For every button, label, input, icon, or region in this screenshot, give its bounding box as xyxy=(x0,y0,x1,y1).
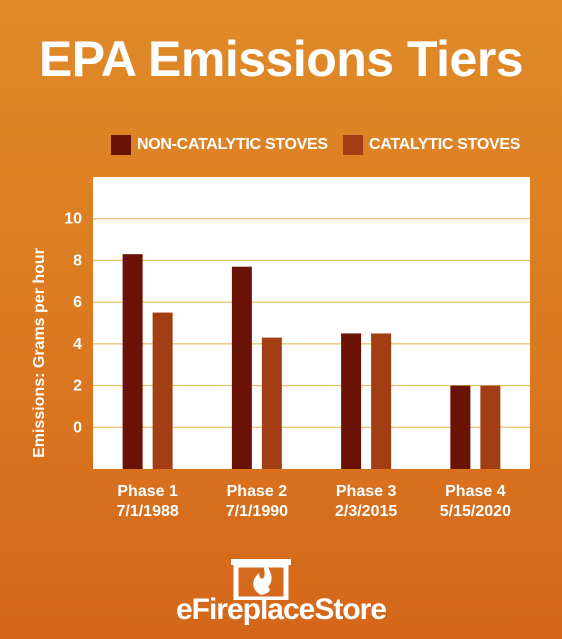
legend-swatch-non-catalytic xyxy=(111,135,131,155)
chart-title: EPA Emissions Tiers xyxy=(38,31,524,87)
bar-non-catalytic xyxy=(450,385,471,469)
x-tick-label: 2/3/2015 xyxy=(335,503,397,520)
legend-label-non-catalytic: NON-CATALYTIC STOVES xyxy=(137,136,328,153)
fireplace-flame-icon xyxy=(231,559,291,600)
y-tick-label: 0 xyxy=(73,419,82,436)
bar-non-catalytic xyxy=(231,266,252,469)
y-tick-label: 4 xyxy=(73,336,82,353)
legend-label-catalytic: CATALYTIC STOVES xyxy=(369,136,521,153)
logo-text: eFireplaceStore xyxy=(175,593,387,626)
x-tick-label: Phase 2 xyxy=(227,483,288,500)
y-tick-label: 8 xyxy=(73,252,82,269)
y-axis-label: Emissions: Grams per hour xyxy=(31,248,48,458)
y-tick-label: 10 xyxy=(64,211,82,228)
x-tick-label: Phase 3 xyxy=(336,483,397,500)
legend-item-non-catalytic: NON-CATALYTIC STOVES xyxy=(111,135,328,155)
x-tick-label: Phase 4 xyxy=(445,483,506,500)
bar-catalytic xyxy=(480,385,501,469)
bar-catalytic xyxy=(261,337,282,469)
legend-swatch-catalytic xyxy=(343,135,363,155)
y-tick-label: 2 xyxy=(73,378,82,395)
x-tick-label: 7/1/1988 xyxy=(116,503,178,520)
bar-non-catalytic xyxy=(341,333,362,469)
y-tick-label: 6 xyxy=(73,294,82,311)
bars xyxy=(122,254,501,469)
chart-legend: NON-CATALYTIC STOVES CATALYTIC STOVES xyxy=(0,135,562,157)
bar-non-catalytic xyxy=(122,254,143,469)
x-tick-label: 5/15/2020 xyxy=(440,503,511,520)
y-axis-ticks: 0 2 4 6 8 10 xyxy=(64,211,82,437)
x-tick-label: 7/1/1990 xyxy=(226,503,288,520)
bar-catalytic xyxy=(152,312,173,469)
bar-catalytic xyxy=(371,333,392,469)
brand-logo: eFireplaceStore xyxy=(0,555,562,635)
x-axis-ticks: Phase 1 7/1/1988 Phase 2 7/1/1990 Phase 3 2/3… xyxy=(116,483,511,520)
x-tick-label: Phase 1 xyxy=(117,483,178,500)
legend-item-catalytic: CATALYTIC STOVES xyxy=(343,135,520,155)
